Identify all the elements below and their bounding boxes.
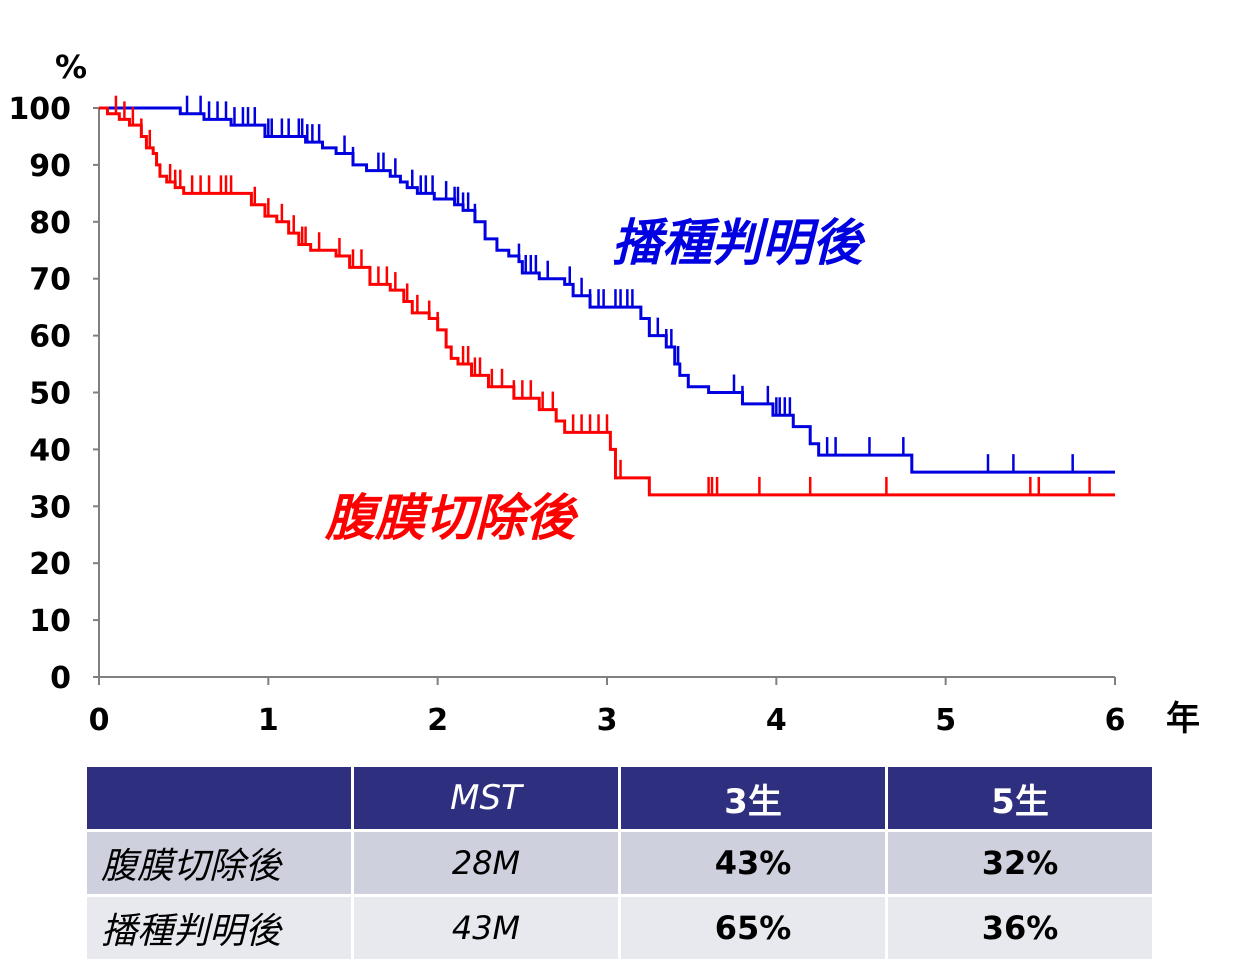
x-tick-label: 4 [766, 703, 787, 738]
header-cell-mst: MST [351, 764, 621, 832]
series-layer [99, 95, 1115, 497]
x-tick-label: 6 [1105, 703, 1126, 738]
x-axis-label: 年 [1166, 699, 1200, 739]
y-tick-label: 0 [50, 661, 71, 696]
y-tick-label: 80 [29, 206, 71, 241]
series-line [99, 106, 1115, 497]
y-ticks: 0 10 20 30 40 50 60 70 80 90 100 [8, 92, 99, 696]
series-1 [99, 95, 1115, 497]
header-cell-3yr: 3生 [618, 764, 888, 832]
y-tick-label: 20 [29, 547, 71, 582]
x-tick-label: 3 [597, 703, 618, 738]
stats-table: MST 3生 5生 腹膜切除後 28M 43% 32% 播種判明後 43M 65… [84, 764, 1155, 962]
mst-cell: 28M [351, 829, 621, 897]
row-label: 播種判明後 [84, 894, 354, 962]
table-header-row: MST 3生 5生 [84, 764, 1155, 832]
row-label: 腹膜切除後 [84, 829, 354, 897]
x-tick-label: 1 [258, 703, 279, 738]
y3-cell: 65% [618, 894, 888, 962]
series-label-red: 腹膜切除後 [324, 489, 579, 547]
y-tick-label: 50 [29, 377, 71, 412]
series-0 [99, 95, 1115, 474]
x-tick-label: 2 [427, 703, 448, 738]
y-tick-label: 70 [29, 263, 71, 298]
survival-chart: % 年 0 10 20 30 40 50 60 70 80 90 100 0 1 2 3 4 5 6 播種判明後… [8, 48, 1200, 739]
table-row: 播種判明後 43M 65% 36% [84, 894, 1155, 962]
x-tick-label: 5 [935, 703, 956, 738]
x-tick-label: 0 [89, 703, 110, 738]
y5-cell: 36% [885, 894, 1155, 962]
table-row: 腹膜切除後 28M 43% 32% [84, 829, 1155, 897]
series-line [99, 106, 1115, 474]
series-label-blue: 播種判明後 [612, 214, 866, 272]
header-cell-5yr: 5生 [885, 764, 1155, 832]
header-cell-empty [84, 764, 354, 832]
y-axis-label: % [55, 48, 87, 86]
y-tick-label: 30 [29, 490, 71, 525]
y-tick-label: 100 [8, 92, 71, 127]
y-tick-label: 10 [29, 604, 71, 639]
x-ticks: 0 1 2 3 4 5 6 [89, 677, 1126, 738]
y-tick-label: 90 [29, 149, 71, 184]
y-tick-label: 40 [29, 433, 71, 468]
mst-cell: 43M [351, 894, 621, 962]
y-tick-label: 60 [29, 320, 71, 355]
y5-cell: 32% [885, 829, 1155, 897]
y3-cell: 43% [618, 829, 888, 897]
